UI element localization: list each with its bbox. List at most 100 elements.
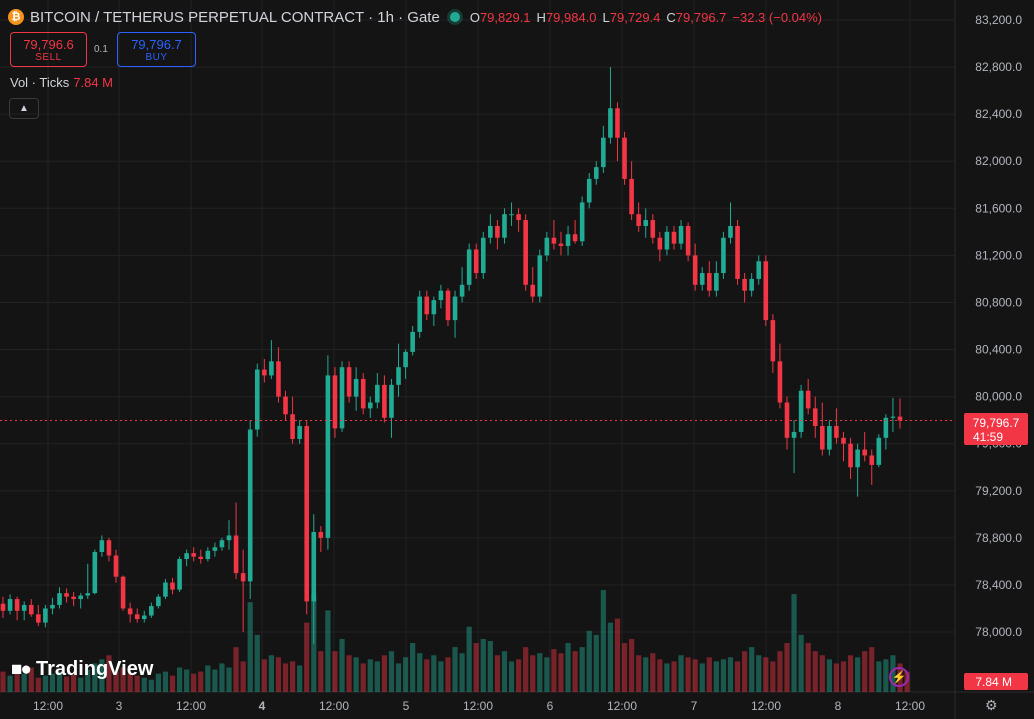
candle-body	[424, 296, 430, 315]
candle-body	[438, 290, 444, 301]
volume-bar	[402, 657, 409, 692]
volume-bar	[657, 659, 663, 692]
candle-body	[297, 426, 302, 439]
time-tick: 12:00	[33, 699, 63, 713]
price-tick: 81,200.0	[975, 248, 1022, 262]
candle-body	[777, 361, 783, 403]
candle-body	[798, 390, 804, 432]
candle-body	[71, 596, 76, 600]
volume-bar	[275, 657, 282, 692]
candle-body	[141, 615, 147, 620]
candle-body	[876, 437, 882, 465]
candle-body	[212, 547, 218, 551]
tradingview-logo[interactable]: ■● TradingView	[11, 658, 153, 681]
volume-bar	[169, 675, 176, 692]
candle-body	[664, 231, 670, 250]
open-value: 79,829.1	[479, 9, 531, 25]
candle-body	[848, 443, 853, 468]
volume-bar	[742, 651, 748, 692]
price-axis[interactable]: 83,200.0 82,800.0 82,400.0 82,000.0 81,600.0…	[975, 13, 1022, 639]
volume-bar	[155, 673, 161, 692]
volume-legend[interactable]: Vol · Ticks 7.84 M	[10, 75, 113, 90]
volume-bar	[452, 647, 458, 692]
volume-bar	[7, 675, 13, 692]
candle-body	[120, 576, 126, 609]
candle-body	[262, 369, 267, 376]
volume-bar	[353, 657, 359, 692]
volume-bar	[876, 661, 882, 692]
volume-bar	[523, 647, 529, 692]
candle-body	[149, 606, 154, 616]
sell-button[interactable]: 79,796.6 SELL	[10, 32, 87, 67]
candle-body	[544, 237, 550, 256]
volume-bar	[438, 661, 444, 692]
time-tick: 8	[835, 699, 842, 713]
candle-body	[643, 220, 649, 226]
candle-body	[812, 408, 818, 427]
time-tick: 12:00	[319, 699, 349, 713]
volume-bar	[727, 657, 734, 692]
volume-bar	[671, 661, 677, 692]
volume-bar	[847, 655, 854, 692]
candle-body	[382, 384, 387, 418]
volume-bar	[530, 655, 536, 692]
volume-bar	[127, 673, 133, 692]
volume-bar	[134, 675, 140, 692]
time-axis[interactable]: 12:00 3 12:00 4 12:00 5 12:00 6 12:00 7 12:00 8 12:0…	[33, 699, 925, 713]
candle-body	[862, 449, 867, 456]
candle-body	[276, 361, 281, 397]
lightning-icon[interactable]: ⚡	[889, 667, 909, 687]
volume-bar	[162, 671, 169, 692]
candle-body	[459, 284, 465, 297]
volume-bar	[191, 673, 197, 692]
candle-body	[749, 278, 754, 291]
volume-badge-label: 7.84 M	[975, 675, 1012, 689]
gear-icon[interactable]: ⚙	[985, 697, 998, 713]
volume-bar	[247, 602, 253, 692]
candle-body	[311, 531, 317, 602]
candle-body	[890, 416, 896, 418]
candle-body	[198, 556, 204, 560]
candle-body	[608, 108, 613, 138]
symbol-title[interactable]: BITCOIN / TETHERUS PERPETUAL CONTRACT · …	[30, 8, 440, 26]
candle-body	[834, 426, 839, 438]
candle-body	[339, 367, 345, 429]
market-open-icon	[449, 12, 460, 22]
price-tick: 81,600.0	[975, 201, 1022, 215]
volume-bar	[459, 653, 465, 692]
volume-bar	[473, 643, 479, 692]
volume-bar	[28, 667, 34, 692]
change-value: −32.3 (−0.04%)	[732, 9, 823, 25]
candle-body	[290, 414, 295, 439]
bitcoin-icon[interactable]: ₿	[8, 9, 24, 25]
candle-body	[353, 378, 359, 397]
candle-body	[163, 582, 168, 597]
volume-bar	[572, 651, 578, 692]
candle-body	[431, 300, 437, 315]
volume-bar	[699, 663, 705, 692]
candle-body	[106, 540, 112, 556]
volume-bar	[798, 634, 804, 692]
candle-body	[28, 604, 34, 615]
volume-bar	[763, 657, 769, 692]
volume-bar	[515, 659, 522, 692]
ohlc-values: O79,829.1 H79,984.0 L79,729.4 C79,796.7 …	[470, 10, 822, 25]
candle-body	[615, 108, 620, 138]
volume-bar	[706, 657, 712, 692]
tradingview-mark-icon: ■●	[11, 658, 32, 680]
time-tick: 7	[691, 699, 698, 713]
candle-body	[488, 225, 493, 238]
open-key: O	[469, 9, 480, 25]
candle-body	[805, 390, 811, 409]
buy-button[interactable]: 79,796.7 BUY	[117, 32, 196, 67]
collapse-legend-button[interactable]: ▲	[9, 98, 39, 119]
volume-bar	[445, 657, 451, 692]
candle-body	[403, 351, 408, 368]
volume-value: 7.84 M	[73, 75, 113, 90]
volume-bar	[374, 661, 380, 692]
candle-body	[565, 234, 571, 246]
volume-bar	[346, 655, 352, 692]
volume-bar	[720, 659, 727, 692]
